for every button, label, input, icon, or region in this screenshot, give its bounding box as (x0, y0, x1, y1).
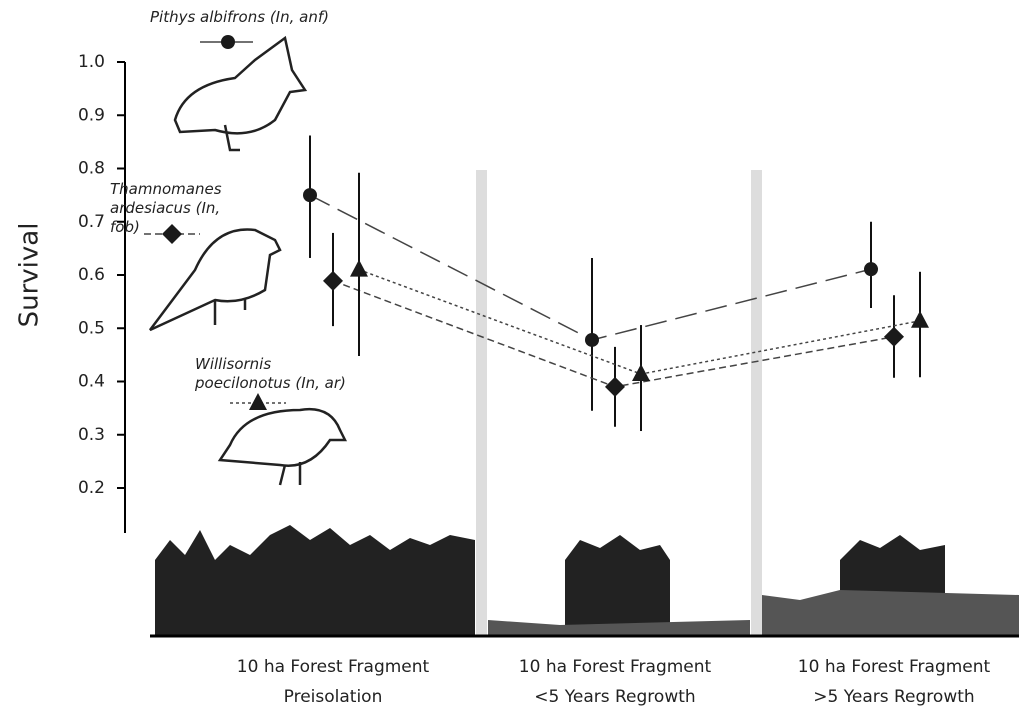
page: Survival 0.20.30.40.50.60.70.80.91.0 (()… (0, 0, 1019, 710)
y-tick-label: 0.6 (78, 265, 105, 285)
y-tick-label: 0.5 (78, 318, 105, 338)
y-tick-label: 0.3 (78, 425, 105, 445)
marker (303, 188, 317, 202)
marker (249, 393, 267, 410)
legend-label: Thamnomanes ardesiacus (In, fob) (110, 180, 240, 237)
marker (864, 262, 878, 276)
series-line (310, 195, 871, 340)
marker (884, 327, 904, 347)
y-tick-label: 1.0 (78, 52, 105, 72)
y-tick-label: 0.8 (78, 159, 105, 179)
x-tick-label: 10 ha Forest Fragment <5 Years Regrowth (485, 652, 745, 712)
marker (323, 271, 343, 291)
y-tick-label: 0.9 (78, 105, 105, 125)
chart: Survival 0.2 0.3 0.4 0.5 0.6 0.7 0.8 0.9 1.0 (0, 0, 1019, 710)
y-tick-label: 0.4 (78, 372, 105, 392)
marker (585, 333, 599, 347)
marker (350, 260, 368, 277)
y-tick-label: 0.2 (78, 478, 105, 498)
y-axis-label: Survival (15, 223, 45, 328)
x-tick-label: 10 ha Forest Fragment >5 Years Regrowth (764, 652, 1019, 712)
marker (605, 377, 625, 397)
series-line (359, 270, 920, 374)
legend-label: Pithys albifrons (In, anf) (150, 8, 380, 27)
marker (911, 311, 929, 328)
x-tick-label: 10 ha Forest Fragment Preisolation (203, 652, 463, 712)
legend-label: Willisornis poecilonotus (In, ar) (195, 355, 365, 393)
series-line (333, 281, 894, 387)
marker (221, 35, 235, 49)
y-tick-label: 0.7 (78, 212, 105, 232)
